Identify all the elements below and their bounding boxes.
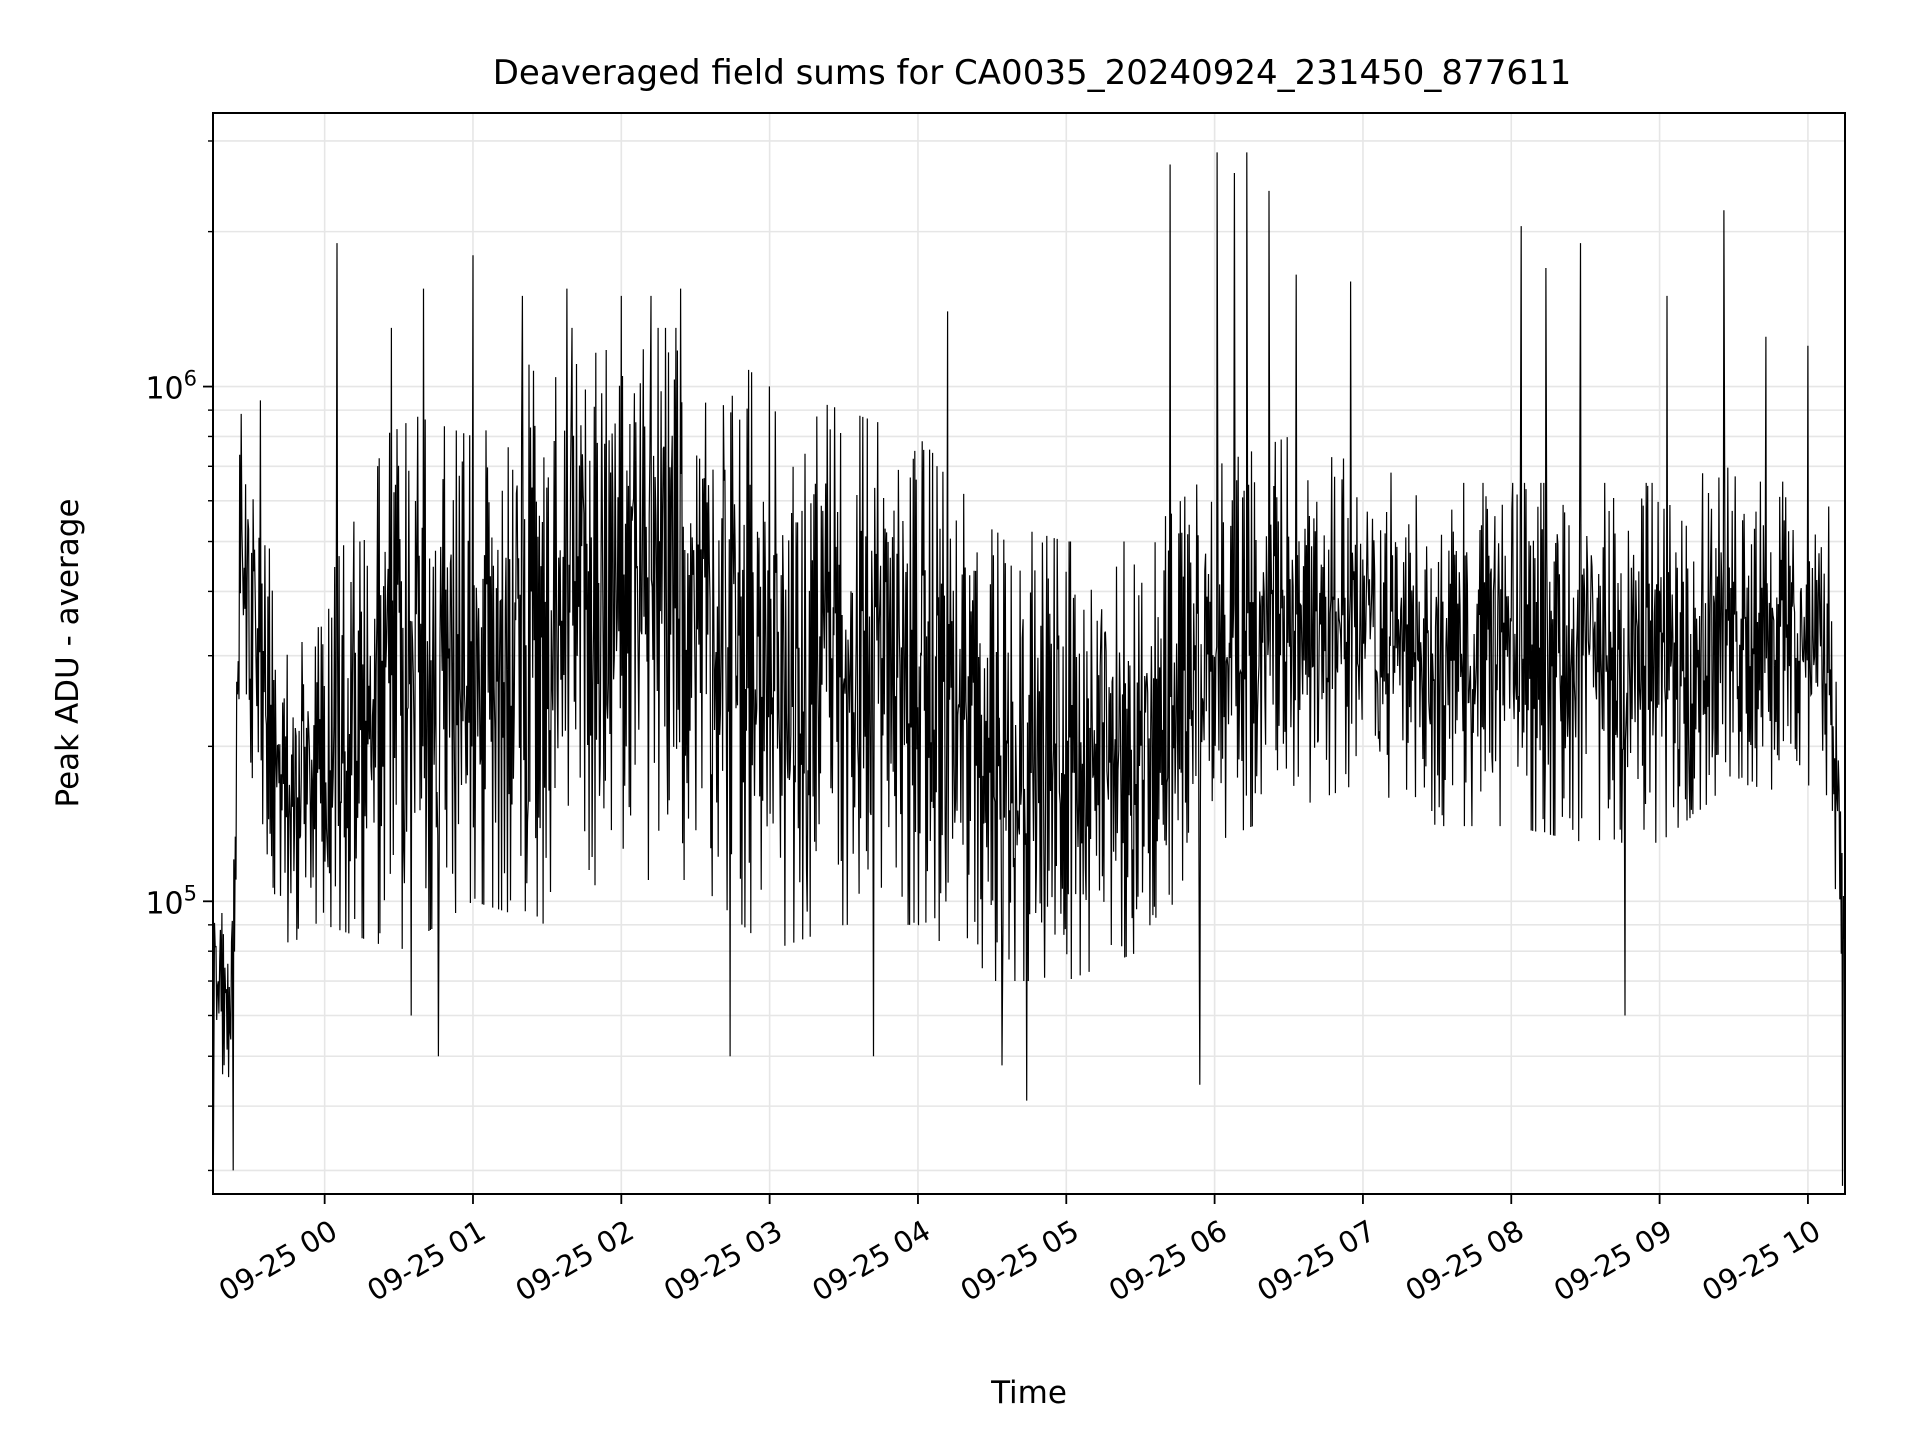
series-path bbox=[212, 152, 1846, 1186]
plot-frame bbox=[212, 112, 1846, 1195]
y-axis-label: Peak ADU - average bbox=[50, 498, 86, 807]
y-tick-label-exponent: 5 bbox=[184, 881, 197, 905]
y-tick-label: 106 bbox=[145, 367, 197, 407]
y-tick-label-exponent: 6 bbox=[184, 367, 197, 391]
x-axis-label: Time bbox=[990, 1375, 1067, 1411]
series-line bbox=[212, 152, 1846, 1186]
y-tick-label-base: 10 bbox=[145, 372, 183, 407]
y-tick-label: 105 bbox=[145, 881, 197, 921]
chart-title: Deaveraged field sums for CA0035_2024092… bbox=[493, 53, 1571, 93]
y-tick-label-base: 10 bbox=[145, 886, 183, 921]
